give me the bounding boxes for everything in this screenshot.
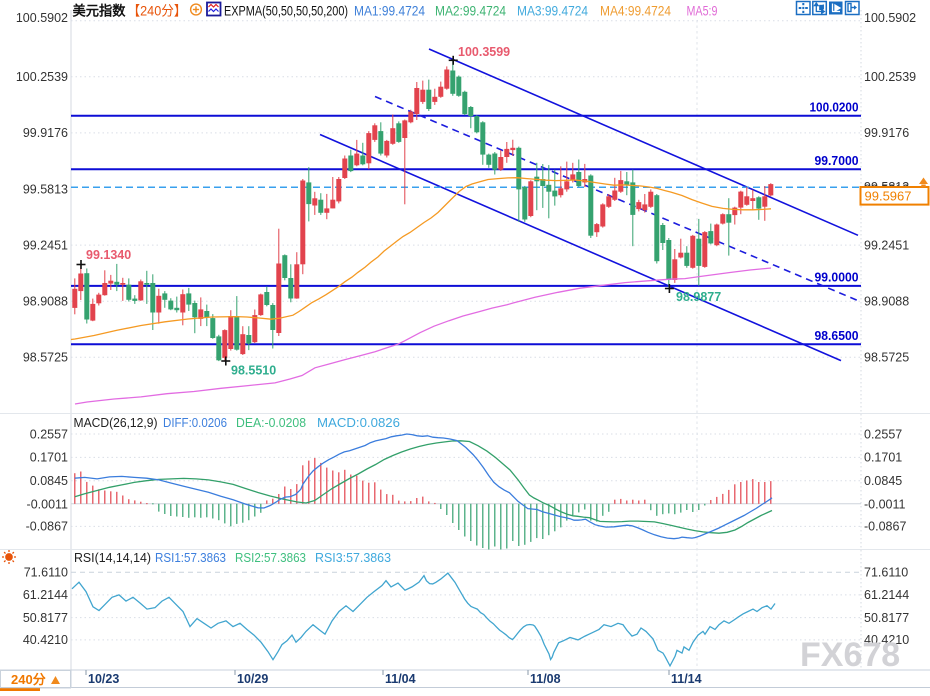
svg-text:99.5967: 99.5967 <box>865 189 912 204</box>
svg-text:100.5902: 100.5902 <box>16 11 68 25</box>
svg-text:RSI1:57.3863: RSI1:57.3863 <box>155 551 226 565</box>
svg-text:40.4210: 40.4210 <box>864 633 909 647</box>
svg-text:-0.0867: -0.0867 <box>864 520 906 534</box>
svg-text:40.4210: 40.4210 <box>23 633 68 647</box>
svg-text:98.5725: 98.5725 <box>864 351 909 365</box>
svg-text:10/23: 10/23 <box>88 672 119 686</box>
svg-text:99.7000: 99.7000 <box>815 154 859 168</box>
svg-text:98.6500: 98.6500 <box>815 329 859 343</box>
svg-text:99.2451: 99.2451 <box>864 238 909 252</box>
svg-text:0.0845: 0.0845 <box>864 474 902 488</box>
svg-text:MA5:9: MA5:9 <box>687 4 718 19</box>
svg-text:0.1701: 0.1701 <box>30 451 68 465</box>
svg-text:100.0200: 100.0200 <box>810 101 859 115</box>
svg-text:99.5813: 99.5813 <box>23 182 68 196</box>
svg-text:DIFF:0.0206: DIFF:0.0206 <box>163 416 227 430</box>
svg-text:美元指数: 美元指数 <box>73 3 126 19</box>
svg-text:98.9877: 98.9877 <box>676 290 721 304</box>
svg-text:MA3:99.4724: MA3:99.4724 <box>517 4 588 19</box>
svg-text:RSI2:57.3863: RSI2:57.3863 <box>235 551 306 565</box>
svg-text:240分: 240分 <box>11 672 46 687</box>
svg-text:10/29: 10/29 <box>237 672 268 686</box>
svg-text:98.9088: 98.9088 <box>864 295 909 309</box>
svg-text:MA2:99.4724: MA2:99.4724 <box>435 4 506 19</box>
svg-text:EXPMA(50,50,50,50,200): EXPMA(50,50,50,50,200) <box>224 4 348 19</box>
svg-text:11/04: 11/04 <box>385 672 416 686</box>
svg-text:RSI3:57.3863: RSI3:57.3863 <box>315 551 391 565</box>
svg-text:100.2539: 100.2539 <box>864 70 916 84</box>
svg-text:-0.0867: -0.0867 <box>26 520 68 534</box>
svg-text:【240分】: 【240分】 <box>128 4 187 19</box>
svg-text:71.6110: 71.6110 <box>24 566 68 580</box>
svg-text:98.5725: 98.5725 <box>23 351 68 365</box>
svg-text:11/08: 11/08 <box>530 672 561 686</box>
svg-text:-0.0011: -0.0011 <box>27 497 69 511</box>
svg-text:98.5510: 98.5510 <box>231 364 276 378</box>
svg-text:100.3599: 100.3599 <box>458 45 510 59</box>
svg-text:MACD(26,12,9): MACD(26,12,9) <box>74 416 158 430</box>
svg-text:98.9088: 98.9088 <box>23 295 68 309</box>
svg-text:99.9176: 99.9176 <box>864 126 909 140</box>
svg-text:50.8177: 50.8177 <box>23 611 68 625</box>
svg-text:MACD:0.0826: MACD:0.0826 <box>317 416 400 430</box>
svg-text:11/14: 11/14 <box>671 672 702 686</box>
svg-text:61.2144: 61.2144 <box>23 588 68 602</box>
svg-text:99.9176: 99.9176 <box>23 126 68 140</box>
svg-text:RSI(14,14,14): RSI(14,14,14) <box>74 551 151 565</box>
svg-text:-0.0011: -0.0011 <box>864 497 906 511</box>
svg-text:FX678: FX678 <box>800 636 900 674</box>
svg-text:0.2557: 0.2557 <box>864 427 902 441</box>
svg-text:MA1:99.4724: MA1:99.4724 <box>354 4 425 19</box>
svg-text:100.5902: 100.5902 <box>864 11 916 25</box>
svg-text:99.2451: 99.2451 <box>23 238 68 252</box>
svg-text:DEA:-0.0208: DEA:-0.0208 <box>236 416 306 430</box>
svg-text:50.8177: 50.8177 <box>864 611 909 625</box>
svg-text:0.1701: 0.1701 <box>864 451 902 465</box>
svg-text:0.0845: 0.0845 <box>30 474 68 488</box>
svg-text:MA4:99.4724: MA4:99.4724 <box>600 4 671 19</box>
svg-text:100.2539: 100.2539 <box>16 70 68 84</box>
svg-text:61.2144: 61.2144 <box>864 588 909 602</box>
svg-text:99.1340: 99.1340 <box>86 248 131 262</box>
svg-text:71.6110: 71.6110 <box>864 566 908 580</box>
svg-text:0.2557: 0.2557 <box>30 427 68 441</box>
svg-text:99.0000: 99.0000 <box>815 271 859 285</box>
